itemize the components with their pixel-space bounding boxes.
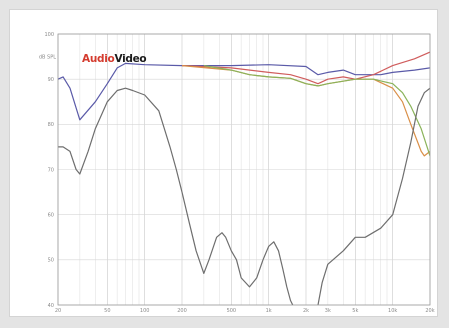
y-tick-label: 100 (44, 32, 54, 38)
y-tick-label: 70 (48, 167, 54, 173)
series-layer (58, 51, 430, 305)
logo-part2: Video (114, 53, 146, 65)
chart-frame: 100 90 80 70 60 50 40 dB SPL 20 50 100 200 500 1k 2k 3k… (10, 10, 437, 316)
axes: 100 90 80 70 60 50 40 dB SPL 20 50 100 200 500 1k 2k 3k… (39, 32, 435, 314)
x-tick-label: 10k (388, 308, 397, 314)
series-line-4 (203, 65, 430, 157)
series-line-1 (58, 62, 430, 121)
x-tick-label: 200 (177, 308, 187, 314)
y-tick-label: 50 (48, 258, 54, 264)
x-tick-label: 2k (303, 308, 309, 314)
y-tick-label: 80 (48, 122, 54, 128)
audiovideo-logo: AudioVideo (82, 53, 147, 65)
y-tick-label: 40 (48, 303, 54, 309)
y-unit-label: dB SPL (39, 54, 56, 60)
series-line-5 (58, 87, 430, 305)
plot-border (57, 33, 431, 306)
series-line-2 (181, 51, 430, 85)
logo-part1: Audio (82, 53, 115, 65)
x-tick-label: 3k (325, 308, 331, 314)
x-tick-label: 1k (266, 308, 272, 314)
x-tick-label: 20k (425, 308, 434, 314)
svg-text:AudioVideo: AudioVideo (82, 53, 146, 65)
x-tick-label: 100 (140, 308, 150, 314)
x-tick-label: 5k (352, 308, 358, 314)
x-tick-label: 20 (55, 308, 61, 314)
y-tick-label: 90 (48, 77, 54, 83)
x-tick-label: 50 (104, 308, 110, 314)
frequency-response-chart: 100 90 80 70 60 50 40 dB SPL 20 50 100 200 500 1k 2k 3k… (39, 32, 435, 314)
y-tick-label: 60 (48, 212, 54, 218)
x-tick-label: 500 (227, 308, 237, 314)
